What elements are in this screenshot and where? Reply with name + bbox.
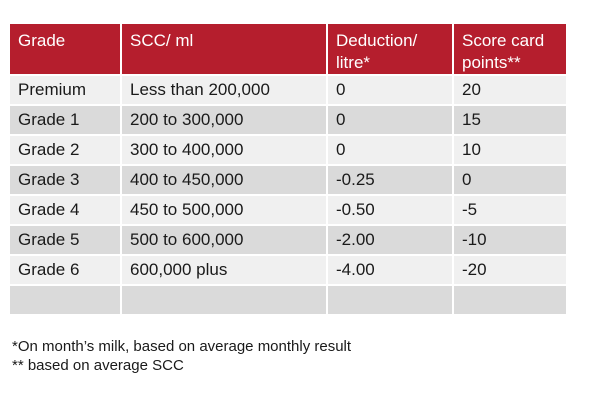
cell-grade: Grade 1 — [10, 106, 120, 134]
header-grade: Grade — [10, 24, 120, 74]
scc-grading-table: Grade SCC/ ml Deduction/ litre* Score ca… — [8, 22, 568, 316]
cell-grade — [10, 286, 120, 314]
cell-deduction: -0.50 — [328, 196, 452, 224]
cell-deduction: -4.00 — [328, 256, 452, 284]
table-body: Premium Less than 200,000 0 20 Grade 1 200 to… — [10, 76, 566, 314]
cell-grade: Premium — [10, 76, 120, 104]
cell-deduction: -0.25 — [328, 166, 452, 194]
cell-grade: Grade 5 — [10, 226, 120, 254]
table-row — [10, 286, 566, 314]
cell-score-points: -10 — [454, 226, 566, 254]
table-row: Grade 6 600,000 plus -4.00 -20 — [10, 256, 566, 284]
cell-score-points — [454, 286, 566, 314]
cell-score-points: 15 — [454, 106, 566, 134]
footnote-deduction: *On month’s milk, based on average month… — [12, 338, 352, 355]
cell-score-points: 20 — [454, 76, 566, 104]
cell-scc — [122, 286, 326, 314]
cell-grade: Grade 4 — [10, 196, 120, 224]
cell-scc: 300 to 400,000 — [122, 136, 326, 164]
cell-grade: Grade 6 — [10, 256, 120, 284]
header-row: Grade SCC/ ml Deduction/ litre* Score ca… — [10, 24, 566, 74]
cell-deduction: 0 — [328, 136, 452, 164]
cell-deduction: 0 — [328, 106, 452, 134]
header-deduction: Deduction/ litre* — [328, 24, 452, 74]
cell-scc: 450 to 500,000 — [122, 196, 326, 224]
table-row: Grade 2 300 to 400,000 0 10 — [10, 136, 566, 164]
cell-score-points: -20 — [454, 256, 566, 284]
footnotes: *On month’s milk, based on average month… — [12, 337, 351, 375]
cell-score-points: -5 — [454, 196, 566, 224]
header-score-points: Score card points** — [454, 24, 566, 74]
cell-score-points: 0 — [454, 166, 566, 194]
table-row: Premium Less than 200,000 0 20 — [10, 76, 566, 104]
cell-grade: Grade 3 — [10, 166, 120, 194]
cell-scc: 600,000 plus — [122, 256, 326, 284]
cell-scc: 400 to 450,000 — [122, 166, 326, 194]
cell-score-points: 10 — [454, 136, 566, 164]
cell-deduction — [328, 286, 452, 314]
table-header: Grade SCC/ ml Deduction/ litre* Score ca… — [10, 24, 566, 74]
table-row: Grade 4 450 to 500,000 -0.50 -5 — [10, 196, 566, 224]
cell-deduction: 0 — [328, 76, 452, 104]
table-row: Grade 5 500 to 600,000 -2.00 -10 — [10, 226, 566, 254]
cell-scc: Less than 200,000 — [122, 76, 326, 104]
cell-scc: 200 to 300,000 — [122, 106, 326, 134]
table-row: Grade 3 400 to 450,000 -0.25 0 — [10, 166, 566, 194]
table-row: Grade 1 200 to 300,000 0 15 — [10, 106, 566, 134]
header-scc: SCC/ ml — [122, 24, 326, 74]
cell-grade: Grade 2 — [10, 136, 120, 164]
footnote-score: ** based on average SCC — [12, 357, 184, 374]
cell-scc: 500 to 600,000 — [122, 226, 326, 254]
cell-deduction: -2.00 — [328, 226, 452, 254]
